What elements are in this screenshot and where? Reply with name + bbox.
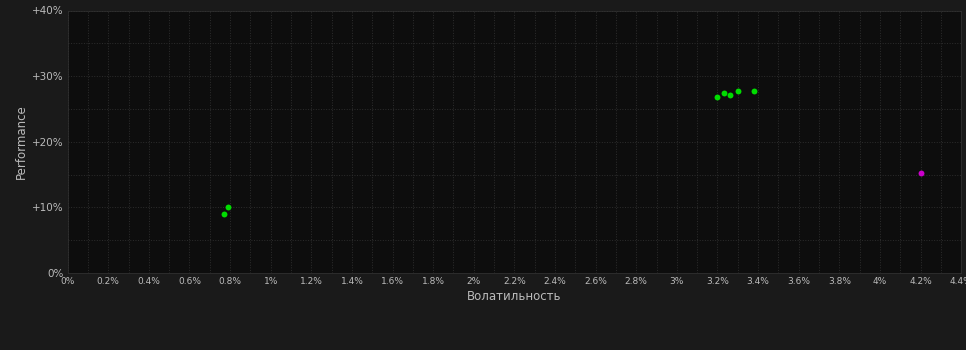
Point <box>730 88 746 93</box>
Point <box>216 211 232 217</box>
Y-axis label: Performance: Performance <box>14 104 28 179</box>
Point <box>913 170 928 176</box>
X-axis label: Волатильность: Волатильность <box>468 290 561 303</box>
Point <box>722 92 737 98</box>
Point <box>747 88 762 93</box>
Point <box>710 94 725 100</box>
Point <box>220 204 236 210</box>
Point <box>716 90 731 96</box>
